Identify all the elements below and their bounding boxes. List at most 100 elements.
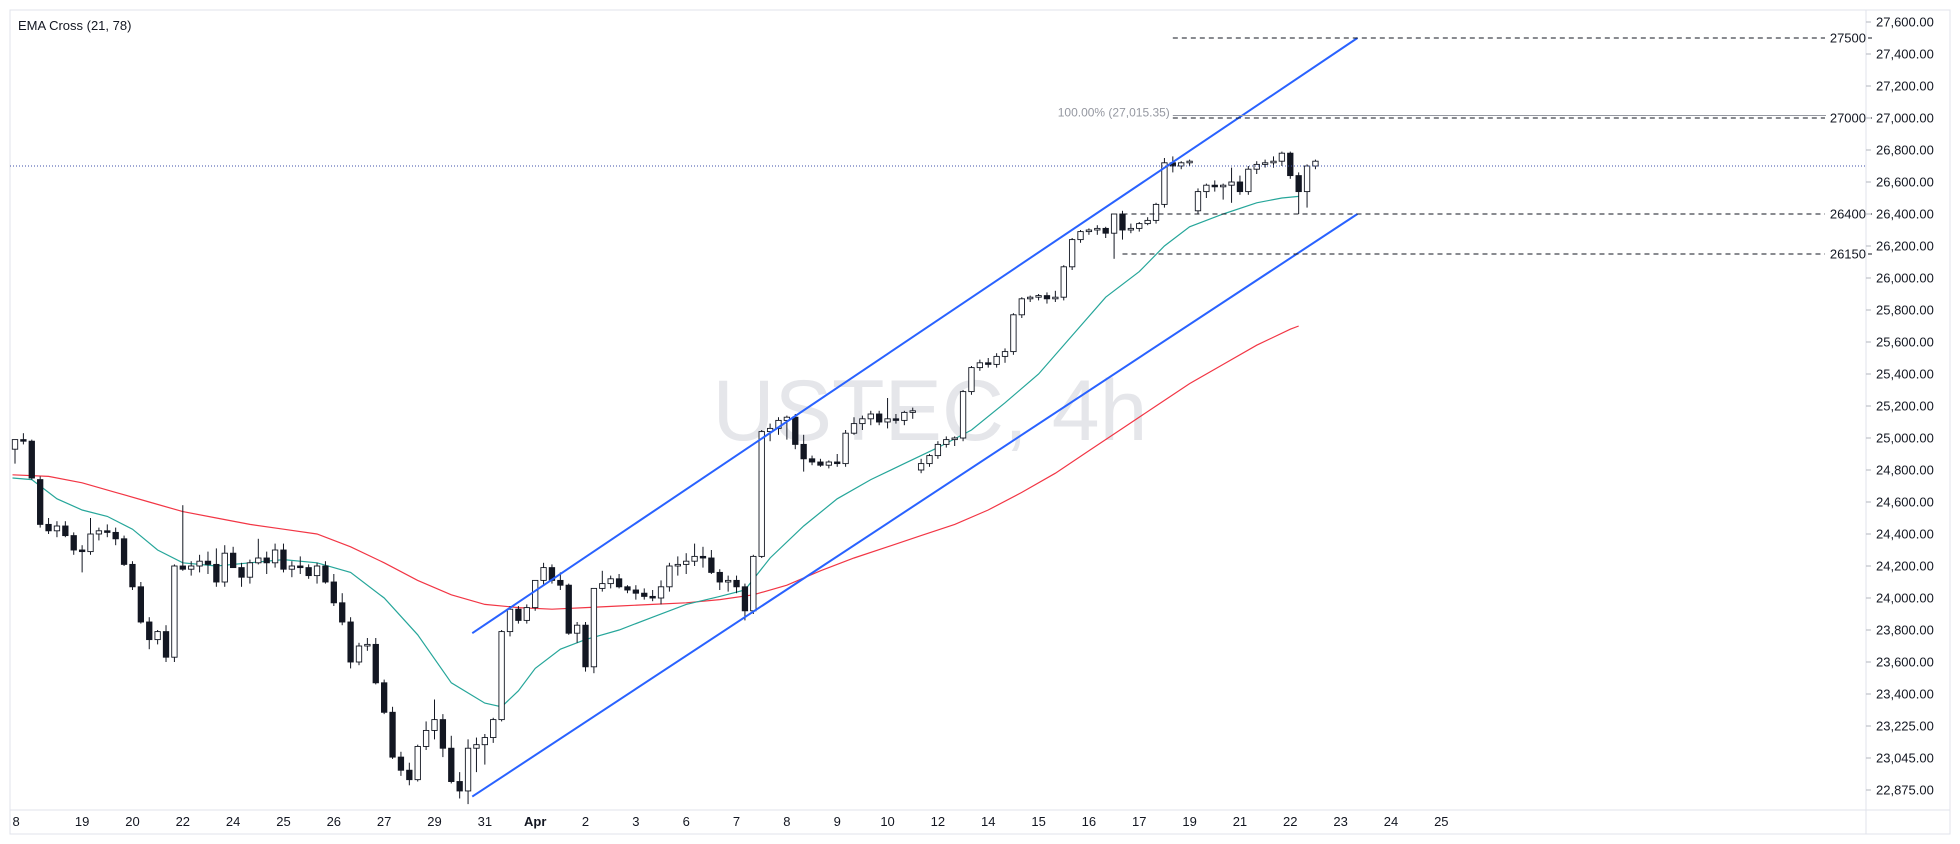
candle-body <box>45 523 52 532</box>
time-tick-label: 25 <box>276 814 290 829</box>
candle-body <box>599 583 606 589</box>
price-tick-label: 26,000.00 <box>1876 271 1934 286</box>
candle <box>599 570 606 592</box>
candle-body <box>456 781 463 792</box>
time-tick-label: 20 <box>125 814 139 829</box>
candle <box>1060 265 1067 301</box>
time-axis[interactable]: 8 19 20 22 24 25 26 27 29 31 Apr 2 3 6 7 8 9 10 12 14 15 16 17… <box>12 814 1448 829</box>
candle <box>439 714 447 758</box>
candle-body <box>926 455 933 465</box>
price-tick-label: 26,800.00 <box>1876 143 1934 158</box>
indicator-label[interactable]: EMA Cross (21, 78) <box>18 18 132 33</box>
candle-body <box>1102 227 1109 234</box>
candle-body <box>1194 191 1202 212</box>
candle-body <box>339 602 346 623</box>
candle <box>926 454 933 467</box>
price-axis[interactable]: 27,600.00 27,400.00 27,200.00 27,000.00 26,8… <box>1866 15 1934 798</box>
candle-body <box>1035 295 1042 298</box>
fib-label: 100.00% (27,015.35) <box>1058 106 1170 120</box>
candle <box>1001 348 1009 363</box>
candle-body <box>951 437 958 441</box>
candle-body <box>313 565 321 577</box>
candle <box>943 436 950 448</box>
price-tick-label: 24,000.00 <box>1876 591 1934 606</box>
candle-body <box>674 563 681 567</box>
candle-body <box>347 621 354 663</box>
candle <box>1161 158 1168 208</box>
candle <box>1278 151 1286 166</box>
candle-body <box>817 461 824 466</box>
candle-body <box>422 729 430 747</box>
candle-body <box>381 682 388 713</box>
candle <box>1220 183 1227 200</box>
time-tick-label: 3 <box>632 814 639 829</box>
candle-body <box>1261 162 1269 165</box>
candle <box>959 390 967 442</box>
candle <box>372 638 379 685</box>
candle-body <box>976 362 984 369</box>
candle-body <box>615 578 623 588</box>
candle <box>1261 159 1269 168</box>
candle-body <box>632 589 640 594</box>
candle-body <box>800 443 807 460</box>
plot-frame <box>9 9 1951 835</box>
candle <box>825 460 832 469</box>
candle-body <box>271 549 279 564</box>
candle-body <box>699 555 707 559</box>
candle <box>934 441 942 459</box>
candle-body <box>179 565 186 570</box>
candle-body <box>968 367 975 393</box>
candle-body <box>834 461 841 465</box>
candles-group <box>11 151 1319 805</box>
candle-body <box>104 530 111 533</box>
candle-body <box>808 458 816 463</box>
price-tick-label: 23,400.00 <box>1876 687 1934 702</box>
candle-body <box>221 552 228 583</box>
candle <box>1253 161 1260 174</box>
candle-body <box>1295 175 1302 193</box>
candle-body <box>506 608 514 633</box>
candle <box>1119 210 1126 240</box>
candle <box>691 543 698 566</box>
candle-body <box>162 631 170 658</box>
time-tick-label: 31 <box>478 814 492 829</box>
price-tick-label: 27,600.00 <box>1876 15 1934 30</box>
candle <box>649 590 656 602</box>
watermark: USTEC, 4h <box>713 363 1148 459</box>
candle <box>246 559 254 584</box>
level-label: 27500 <box>1830 31 1866 46</box>
candle-body <box>431 719 438 731</box>
candle <box>817 458 824 467</box>
candle-body <box>297 565 304 569</box>
candle <box>666 562 673 592</box>
candle <box>850 417 858 435</box>
candle-body <box>78 549 86 553</box>
candle-body <box>867 413 874 420</box>
candle-body <box>901 411 908 421</box>
candle-body <box>1203 184 1210 193</box>
candle <box>78 545 86 573</box>
ema21-group <box>12 195 1299 708</box>
candle <box>95 527 103 541</box>
candle <box>582 622 589 672</box>
candle <box>884 398 891 429</box>
candle-body <box>532 579 539 609</box>
candle-body <box>1270 160 1277 164</box>
levels-group: 27500 27000 26400 26150 100.00% (27,015.35) <box>10 31 1872 262</box>
candle-body <box>213 563 220 583</box>
time-tick-label: 24 <box>226 814 240 829</box>
candle-body <box>850 423 858 434</box>
candle-body <box>20 439 27 442</box>
candle <box>1228 167 1235 203</box>
candle <box>1245 166 1252 195</box>
time-tick-label: 22 <box>176 814 190 829</box>
price-tick-label: 23,800.00 <box>1876 623 1934 638</box>
candle <box>683 553 690 574</box>
price-tick-label: 23,225.00 <box>1876 719 1934 734</box>
candle-body <box>62 525 69 537</box>
candle <box>1287 151 1294 179</box>
price-tick-label: 25,000.00 <box>1876 431 1934 446</box>
candle <box>1312 159 1319 170</box>
time-tick-label: 8 <box>12 814 19 829</box>
